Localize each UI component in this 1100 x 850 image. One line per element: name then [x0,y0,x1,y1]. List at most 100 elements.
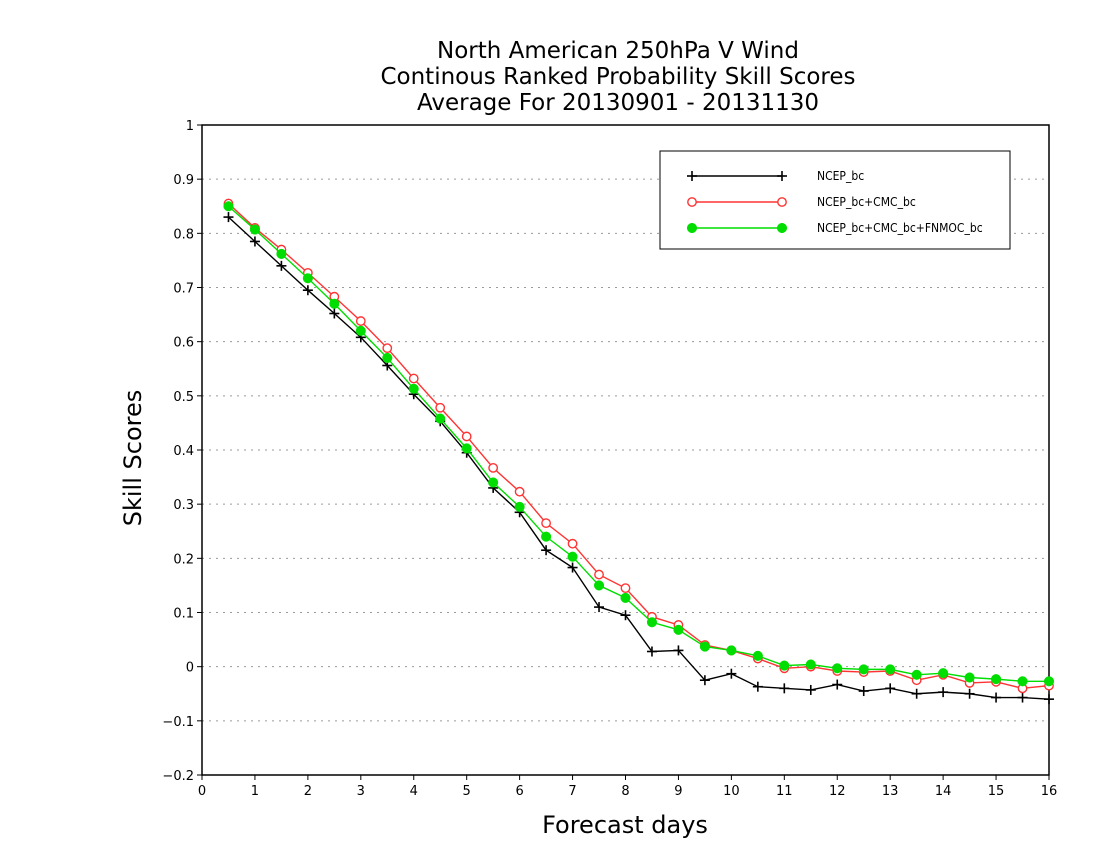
y-tick-label: −0.1 [162,715,194,730]
data-point [620,592,631,603]
x-tick-label: 13 [882,784,899,799]
chart-title-line: North American 250hPa V Wind [437,38,799,64]
data-point [646,646,657,657]
legend-entry: NCEP_bc [687,169,864,183]
series-2 [223,198,1054,694]
data-point [620,610,631,621]
data-point [408,383,419,394]
data-point [776,222,788,234]
data-point [673,624,684,635]
data-point [777,197,787,207]
series-line [227,216,1050,700]
legend-entry: NCEP_bc+CMC_bc+FNMOC_bc [686,221,983,235]
x-tick-label: 11 [776,784,793,799]
data-point [726,668,737,679]
data-point [488,462,499,473]
data-point [435,402,446,413]
data-point [435,413,446,424]
x-axis: 0 1 2 3 4 5 6 7 8 9 10 11 12 13 14 15 16 [198,775,1057,799]
data-point [488,477,499,488]
legend-entry: NCEP_bc+CMC_bc [687,195,916,209]
x-tick-label: 15 [988,784,1005,799]
data-point [858,686,869,697]
series-1 [223,212,1054,705]
data-point [276,260,287,271]
y-tick-label: 0.1 [173,607,194,622]
chart-title-line: Continous Ranked Probability Skill Score… [380,64,855,90]
x-tick-label: 16 [1041,784,1058,799]
x-tick-label: 1 [251,784,259,799]
data-point [646,617,658,628]
data-point [276,248,287,259]
data-point [567,538,578,549]
data-point [832,679,843,690]
data-point [686,222,698,234]
series-line [227,203,1050,690]
data-point [514,501,525,512]
y-axis-label: Skill Scores [119,390,147,527]
data-point [355,316,366,326]
legend-box [659,150,1011,250]
data-point [567,562,578,573]
data-point [302,285,313,296]
data-point [541,531,552,542]
y-tick-label: 0.3 [173,498,194,513]
data-point [885,664,896,675]
data-point [1017,676,1028,687]
gridlines [202,178,1049,722]
y-tick-label: 0.5 [173,390,194,405]
y-axis: 1 0.9 0.8 0.7 0.6 0.5 0.4 0.3 0.2 0.1 0 −0.1 −0.2 [162,119,202,784]
data-point [964,688,975,699]
data-point [779,683,790,694]
y-tick-label: 0.8 [173,227,194,242]
data-point [382,352,393,363]
series-line [228,205,1049,682]
data-point [687,171,697,181]
x-tick-label: 10 [723,784,740,799]
x-tick-label: 12 [829,784,846,799]
data-point [805,659,816,670]
data-point [699,641,710,652]
y-tick-label: 0.4 [173,444,194,459]
legend-label: NCEP_bc+CMC_bc+FNMOC_bc [817,221,983,235]
data-point [805,684,816,695]
data-point [726,645,737,656]
data-point [382,343,393,354]
data-point [938,668,949,679]
data-point [938,687,949,698]
data-point [461,431,472,442]
data-point [249,236,260,247]
data-point [991,692,1002,703]
legend-label: NCEP_bc [817,169,864,183]
data-point [964,672,975,683]
data-point [699,675,710,686]
data-point [593,580,605,591]
series-layer [223,198,1055,705]
data-point [752,681,763,692]
data-point [329,308,340,319]
data-point [567,551,578,562]
y-tick-label: 0.7 [173,282,194,297]
data-point [991,674,1002,685]
data-point [885,683,896,694]
y-tick-label: 0.2 [173,552,194,567]
data-point [777,171,787,181]
chart-title-line: Average For 20130901 - 20131130 [417,90,819,116]
legend-label: NCEP_bc+CMC_bc [817,195,916,209]
y-tick-label: 0.9 [173,173,194,188]
data-point [779,660,790,671]
y-tick-label: 1 [186,119,194,134]
series-3 [223,201,1055,687]
data-point [1017,692,1028,703]
data-point [541,545,552,556]
y-tick-label: −0.2 [162,769,194,784]
x-tick-label: 6 [515,784,523,799]
data-point [1043,676,1055,687]
x-tick-label: 3 [357,784,365,799]
data-point [832,663,843,674]
data-point [223,212,234,223]
data-point [249,224,260,235]
x-axis-label: Forecast days [542,811,708,839]
